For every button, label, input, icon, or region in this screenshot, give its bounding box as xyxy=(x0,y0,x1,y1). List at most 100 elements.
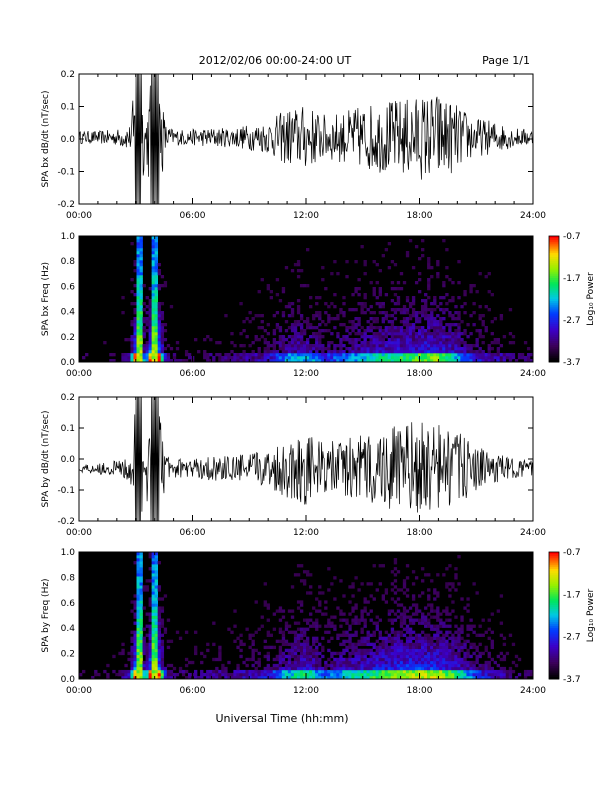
spectrogram-cell xyxy=(342,350,346,354)
spectrogram-cell xyxy=(318,296,322,300)
spectrogram-cell xyxy=(142,585,146,589)
spectrogram-cell xyxy=(166,353,171,357)
spectrogram-cell xyxy=(339,660,343,665)
spectrogram-cell xyxy=(436,609,440,613)
spectrogram-cell xyxy=(424,341,428,345)
spectrogram-cell xyxy=(121,359,125,363)
spectrogram-cell xyxy=(414,317,419,321)
spectrogram-cell xyxy=(475,591,479,595)
spectrogram-cell xyxy=(139,600,143,604)
colorbar-segment xyxy=(549,552,559,555)
spectrogram-cell xyxy=(351,621,355,625)
colorbar-segment xyxy=(549,640,559,644)
spectrogram-cell xyxy=(287,666,292,671)
spectrogram-cell xyxy=(369,666,373,671)
spectrogram-cell xyxy=(427,675,431,680)
spectrogram-cell xyxy=(293,630,298,634)
spectrogram-cell xyxy=(381,305,385,309)
spectrogram-cell xyxy=(154,651,158,656)
spectrogram-cell xyxy=(430,323,434,327)
spectrogram-cell xyxy=(463,675,467,680)
spectrogram-cell xyxy=(136,591,140,595)
spectrogram-cell xyxy=(278,335,283,339)
spectrogram-cell xyxy=(130,672,134,677)
spectrogram-cell xyxy=(157,350,162,354)
spectrogram-cell xyxy=(139,245,143,249)
spectrogram-cell xyxy=(433,326,437,330)
spectrogram-cell xyxy=(487,654,491,659)
spectrogram-cell xyxy=(142,666,146,671)
spectrogram-cell xyxy=(245,672,249,677)
spectrogram-cell xyxy=(369,347,373,351)
spectrogram-cell xyxy=(502,359,507,363)
spectrogram-cell xyxy=(405,609,410,613)
spectrogram-cell xyxy=(154,260,158,264)
spectrogram-cell xyxy=(136,236,140,240)
spectrogram-cell xyxy=(475,338,479,342)
spectrogram-cell xyxy=(396,335,401,339)
spectrogram-cell xyxy=(130,353,134,357)
colorbar-segment xyxy=(549,328,559,331)
spectrogram-cell xyxy=(151,564,155,568)
spectrogram-cell xyxy=(330,651,334,656)
spectrogram-cell xyxy=(354,603,358,607)
spectrogram-cell xyxy=(366,642,370,647)
spectrogram-cell xyxy=(133,359,137,363)
spectrogram-cell xyxy=(151,317,155,321)
spectrogram-cell xyxy=(248,311,252,315)
colorbar-segment xyxy=(549,273,559,277)
spectrogram-cell xyxy=(154,588,158,592)
spectrogram-cell xyxy=(381,338,385,342)
spectrogram-cell xyxy=(160,338,165,342)
spectrogram-cell xyxy=(354,347,358,351)
spectrogram-cell xyxy=(390,570,395,574)
spectrogram-cell xyxy=(408,302,413,306)
spectrogram-cell xyxy=(463,344,467,348)
spectrogram-cell xyxy=(312,621,316,625)
spectrogram-cell xyxy=(342,660,346,665)
spectrogram-cell xyxy=(245,657,249,662)
spectrogram-cell xyxy=(463,302,467,306)
colorbar-segment xyxy=(549,613,559,616)
spectrogram-cell xyxy=(523,356,528,360)
spectrogram-cell xyxy=(472,350,476,354)
colorbar-segment xyxy=(549,649,559,652)
spectrogram-cell xyxy=(387,618,392,622)
spectrogram-cell xyxy=(396,651,401,656)
spectrogram-cell xyxy=(439,666,443,671)
spectrogram-cell xyxy=(242,320,246,324)
spectrogram-cell xyxy=(348,675,352,680)
time-series-line xyxy=(78,73,534,205)
spectrogram-cell xyxy=(154,654,158,659)
spectrogram-cell xyxy=(139,269,143,273)
spectrogram-cell xyxy=(136,278,140,282)
spectrogram-cell xyxy=(345,353,349,357)
spectrogram-cell xyxy=(293,341,298,345)
spectrogram-cell xyxy=(433,341,437,345)
spectrogram-cell xyxy=(381,317,385,321)
spectrogram-cell xyxy=(348,636,352,640)
spectrogram-cell xyxy=(339,338,343,342)
y-axis-label: SPA bx dB/dt (nT/sec) xyxy=(41,91,51,188)
spectrogram-cell xyxy=(336,606,340,610)
spectrogram-cell xyxy=(296,654,301,659)
spectrogram-cell xyxy=(402,353,407,357)
spectrogram-cell xyxy=(436,275,440,279)
spectrogram-cell xyxy=(218,672,222,677)
spectrogram-cell xyxy=(184,359,189,363)
spectrogram-cell xyxy=(445,624,449,628)
spectrogram-cell xyxy=(481,356,485,360)
spectrogram-cell xyxy=(333,344,337,348)
spectrogram-cell xyxy=(212,356,216,360)
spectrogram-cell xyxy=(387,329,392,333)
spectrogram-cell xyxy=(336,344,340,348)
spectrogram-cell xyxy=(442,281,446,285)
spectrogram-cell xyxy=(136,290,140,294)
spectrogram-cell xyxy=(290,642,295,647)
x-tick-label: 12:00 xyxy=(293,211,319,221)
spectrogram-cell xyxy=(448,332,452,336)
colorbar-segment xyxy=(549,670,559,674)
spectrogram-cell xyxy=(154,585,158,589)
spectrogram-cell xyxy=(139,263,143,267)
spectrogram-cell xyxy=(239,672,243,677)
